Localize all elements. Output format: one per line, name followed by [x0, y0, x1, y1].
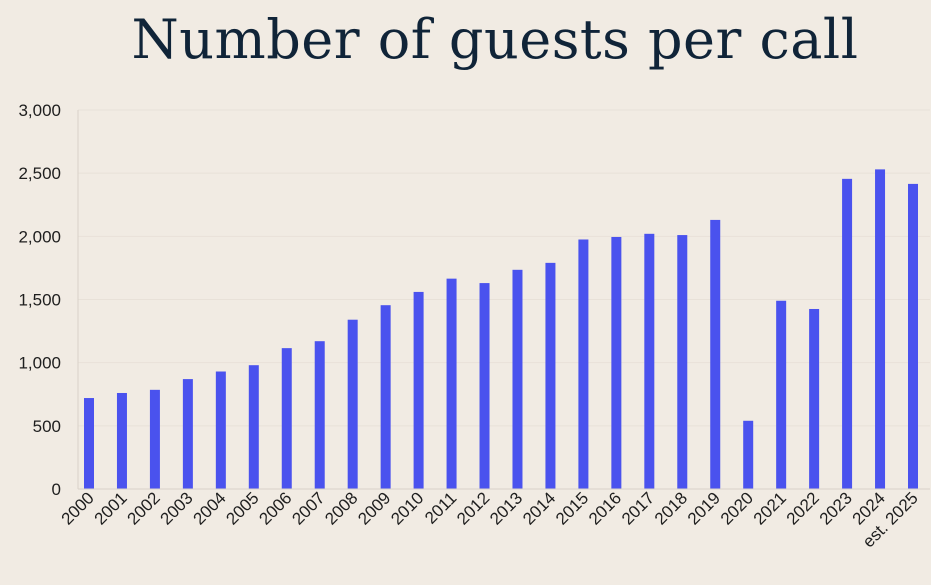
bar: [215, 371, 226, 489]
chart-title: Number of guests per call: [131, 8, 859, 71]
bar: [248, 365, 259, 489]
x-tick-label: 2010: [387, 488, 427, 528]
y-tick-label: 3,000: [18, 101, 61, 120]
bar: [908, 183, 918, 489]
x-tick-label: 2019: [684, 488, 724, 528]
y-tick-label: 1,500: [18, 291, 61, 310]
bar: [743, 420, 754, 489]
x-tick-label: 2001: [91, 488, 131, 528]
x-tick-label: 2000: [58, 488, 98, 528]
y-tick-label: 2,500: [18, 164, 61, 183]
bar: [578, 239, 589, 489]
x-tick-label: 2003: [157, 488, 197, 528]
bar: [182, 379, 193, 489]
bar: [84, 398, 94, 489]
bar: [149, 389, 160, 489]
bar: [644, 233, 655, 489]
x-tick-label: 2022: [783, 488, 823, 528]
x-tick-label: 2021: [750, 488, 790, 528]
x-tick-label: 2006: [255, 488, 295, 528]
bar: [314, 341, 325, 489]
bar: [479, 283, 490, 489]
x-tick-label: 2013: [486, 488, 526, 528]
y-tick-label: 0: [52, 480, 61, 499]
x-tick-label: 2004: [189, 488, 229, 528]
y-axis-ticks: 0 500 1,000 1,500 2,000 2,500 3,000: [18, 101, 61, 499]
x-axis-ticks: 2000200120022003200420052006200720082009…: [58, 488, 922, 551]
x-tick-label: 2018: [651, 488, 691, 528]
axes: [77, 110, 930, 490]
bars: [84, 169, 918, 489]
x-tick-label: 2014: [519, 488, 559, 528]
bar: [446, 278, 457, 489]
x-tick-label: 2015: [552, 488, 592, 528]
y-tick-label: 1,000: [18, 354, 61, 373]
bar: [875, 169, 886, 489]
gridlines: [78, 109, 930, 427]
x-tick-label: 2012: [453, 488, 493, 528]
x-tick-label: 2017: [618, 488, 658, 528]
bar: [413, 291, 424, 489]
bar: [677, 235, 688, 489]
x-tick-label: 2008: [321, 488, 361, 528]
x-tick-label: 2002: [124, 488, 164, 528]
bar: [512, 269, 523, 489]
bar: [842, 178, 853, 489]
bar: [380, 305, 391, 489]
x-tick-label: 2016: [585, 488, 625, 528]
bar: [776, 300, 787, 489]
bar: [116, 392, 127, 489]
x-tick-label: 2005: [222, 488, 262, 528]
x-tick-label: 2020: [717, 488, 757, 528]
bar: [710, 219, 721, 489]
x-tick-label: 2009: [354, 488, 394, 528]
y-tick-label: 500: [33, 417, 61, 436]
bar: [809, 308, 820, 489]
bar: [281, 348, 292, 489]
bar: [347, 319, 358, 489]
bar: [611, 236, 622, 489]
y-tick-label: 2,000: [18, 227, 61, 246]
x-tick-label: 2023: [816, 488, 856, 528]
x-tick-label: 2011: [421, 488, 460, 527]
bar: [545, 262, 556, 489]
x-tick-label: 2007: [288, 488, 328, 528]
